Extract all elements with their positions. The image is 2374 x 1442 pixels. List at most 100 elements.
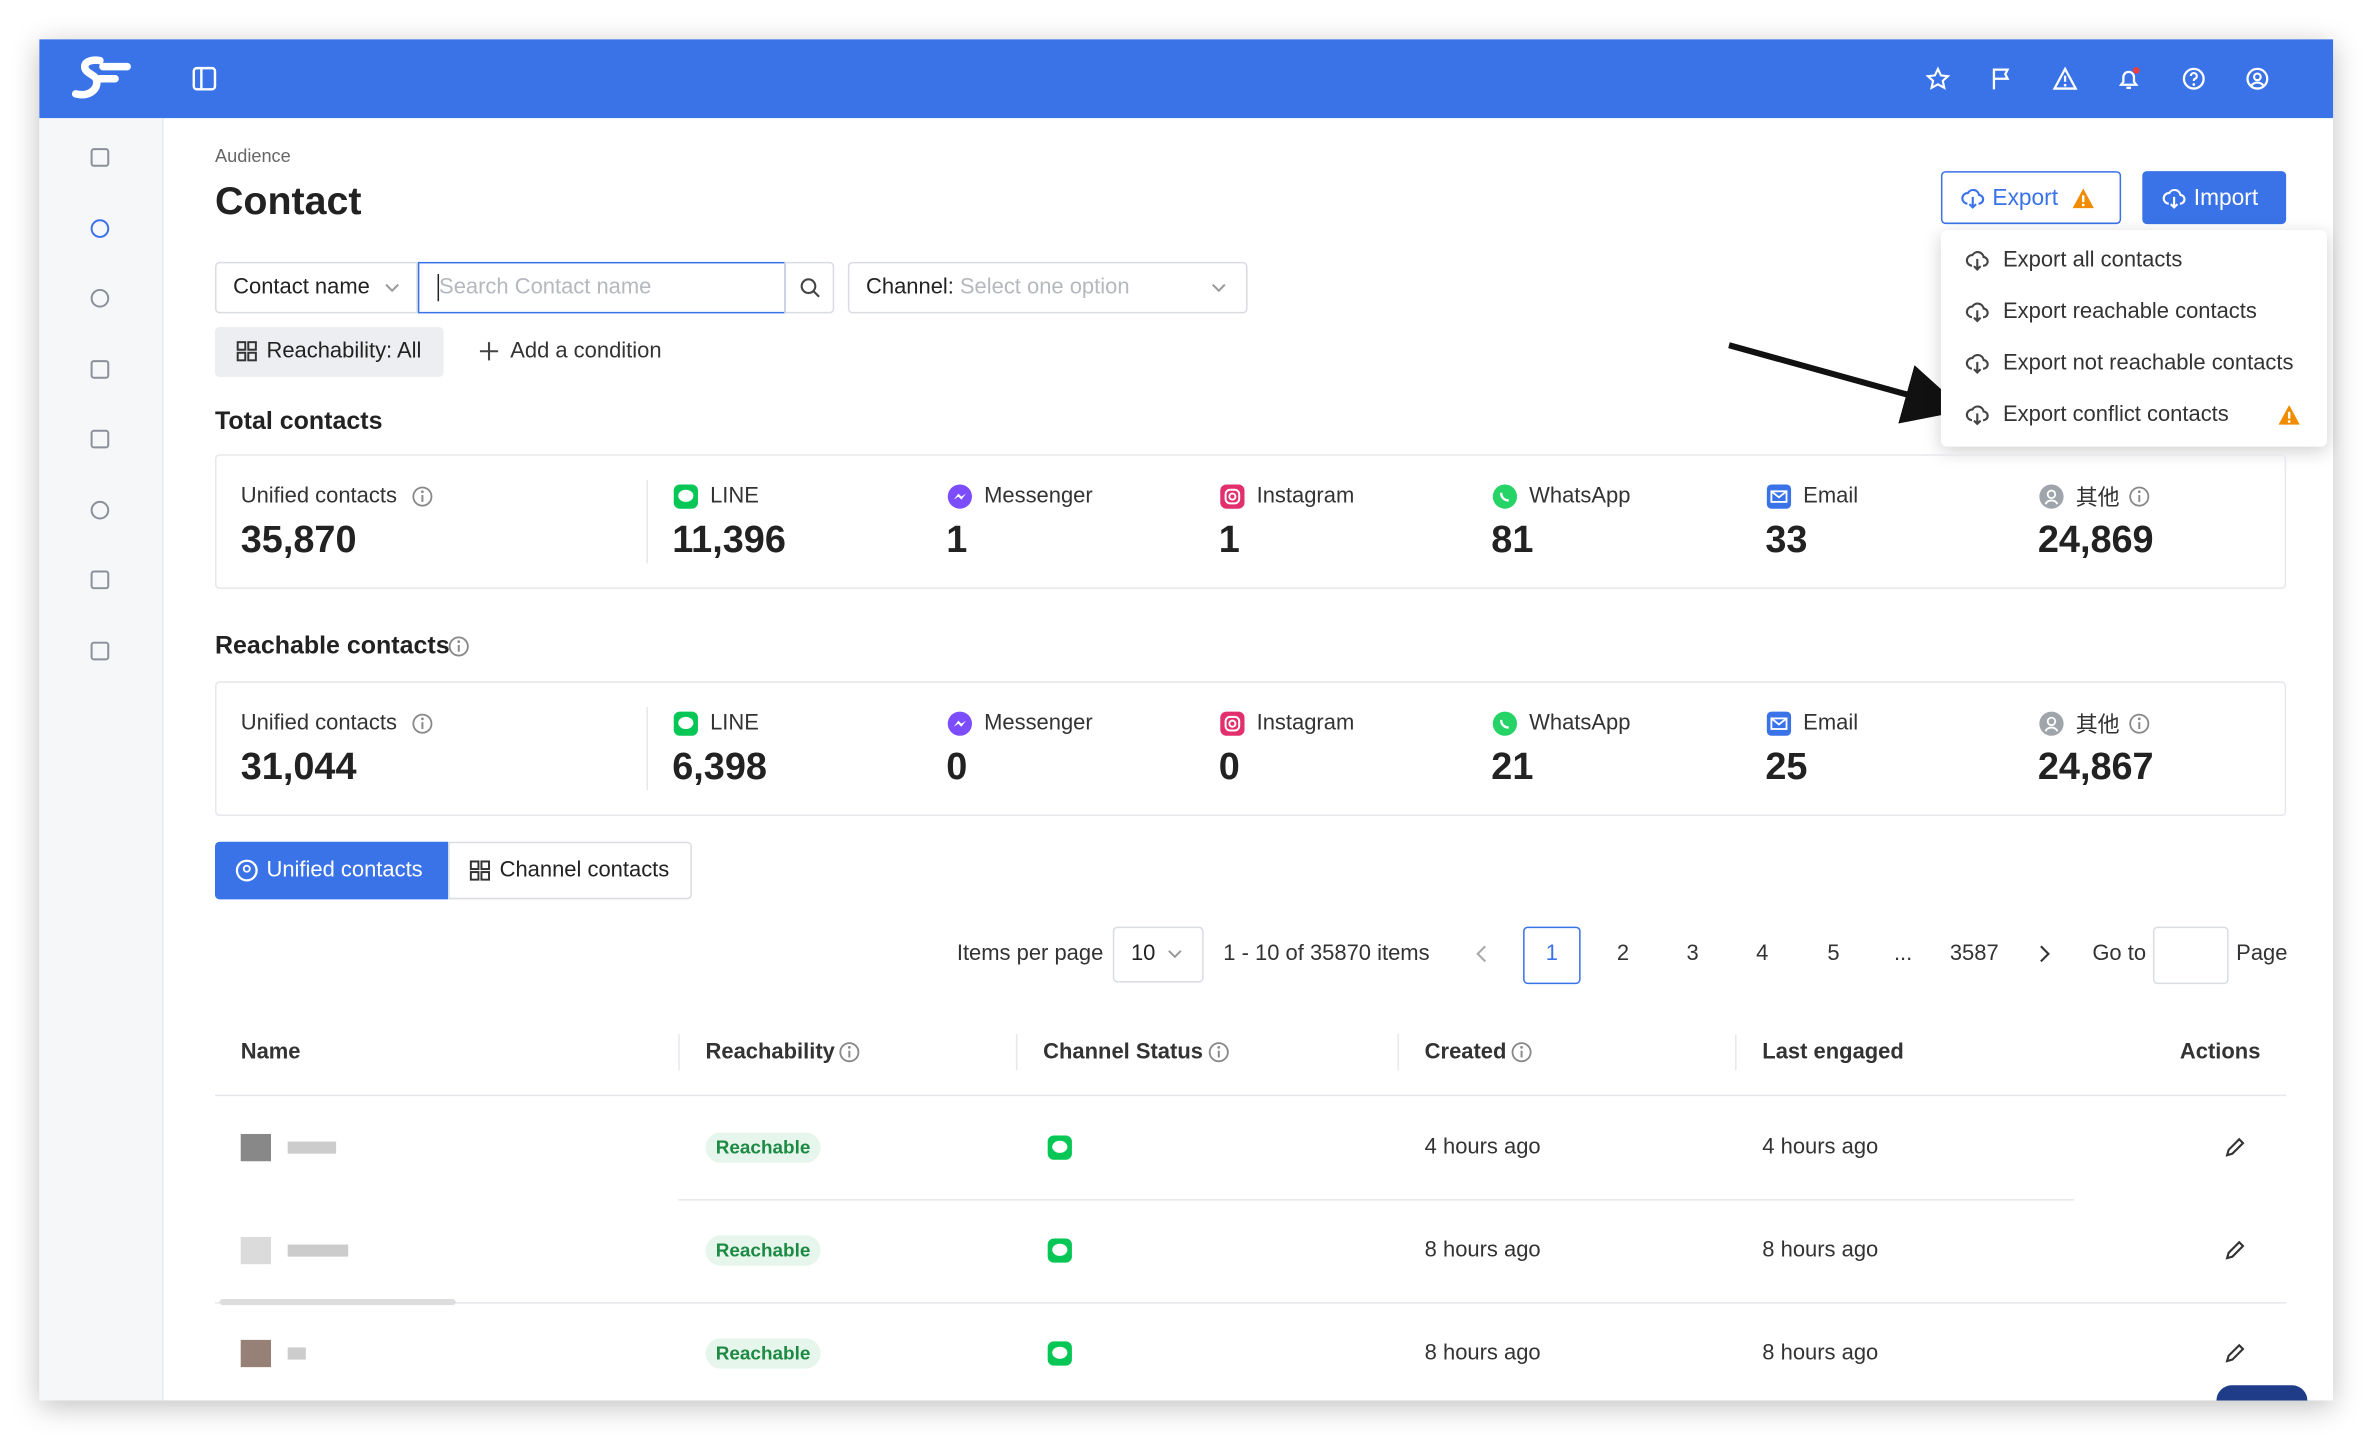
created: 4 hours ago xyxy=(1424,1135,1541,1160)
goto-input[interactable] xyxy=(2152,926,2229,985)
add-condition[interactable]: Add a condition xyxy=(510,339,662,364)
export-menu-item[interactable]: Export reachable contacts xyxy=(2003,299,2257,324)
stat-value: 81 xyxy=(1491,518,1534,561)
stat-value: 31,044 xyxy=(240,745,357,789)
export-menu-item[interactable]: Export all contacts xyxy=(2003,248,2183,273)
sidebar-item[interactable] xyxy=(88,286,112,310)
last-engaged: 4 hours ago xyxy=(1762,1135,1879,1160)
sidebar-item[interactable] xyxy=(88,427,112,451)
line-channel-icon xyxy=(1047,1341,1072,1366)
stat-label: Email xyxy=(1803,711,1859,736)
page-label: Page xyxy=(2236,941,2288,966)
sidebar-item[interactable] xyxy=(88,145,112,169)
download-icon xyxy=(1965,405,1989,426)
download-icon xyxy=(1965,354,1989,374)
channel-icon xyxy=(1766,484,1792,509)
page-link[interactable]: 3587 xyxy=(1949,941,1999,966)
top-bar-icon[interactable] xyxy=(1925,66,1951,91)
export-label[interactable]: Export xyxy=(1992,185,2059,212)
page-title: Contact xyxy=(214,177,362,224)
column-header: Last engaged xyxy=(1762,1040,1904,1065)
channel-select[interactable] xyxy=(847,261,1248,314)
row-separator xyxy=(678,1199,2075,1201)
sidebar-item[interactable] xyxy=(88,217,112,241)
export-menu-item[interactable]: Export not reachable contacts xyxy=(2003,351,2294,376)
prev-page[interactable] xyxy=(1470,942,1494,966)
column-header: Actions xyxy=(2179,1040,2261,1065)
stat-value: 24,869 xyxy=(2037,518,2154,561)
stats-card xyxy=(214,454,2287,589)
section-title: Reachable contacts xyxy=(214,632,450,660)
tab-label[interactable]: Channel contacts xyxy=(499,858,670,883)
edit-button[interactable] xyxy=(2223,1238,2247,1262)
sidebar-item[interactable] xyxy=(88,498,112,522)
page-link[interactable]: 2 xyxy=(1616,941,1630,966)
field-select[interactable] xyxy=(214,261,418,314)
created: 8 hours ago xyxy=(1424,1341,1541,1366)
top-bar-icon[interactable] xyxy=(2117,67,2141,91)
stat-value: 21 xyxy=(1491,745,1534,789)
channel-icon xyxy=(2039,484,2064,509)
import-button[interactable] xyxy=(2142,171,2287,225)
import-label[interactable]: Import xyxy=(2193,185,2259,212)
column-separator xyxy=(1397,1034,1399,1071)
sidebar xyxy=(39,118,164,1401)
channel-icon xyxy=(947,711,972,736)
tab-label[interactable]: Unified contacts xyxy=(266,858,423,883)
next-page[interactable] xyxy=(2032,942,2056,966)
section-title: Total contacts xyxy=(214,408,383,436)
stat-value: 24,867 xyxy=(2037,745,2154,789)
channel-icon xyxy=(1220,711,1245,736)
reachability-text: Reachable xyxy=(715,1137,811,1159)
page-link[interactable]: 4 xyxy=(1756,941,1769,966)
plus-icon[interactable] xyxy=(477,339,501,363)
page-link[interactable]: ... xyxy=(1893,941,1913,966)
export-button[interactable] xyxy=(1940,171,2122,225)
range-label: 1 - 10 of 35870 items xyxy=(1223,941,1430,966)
name-blurred xyxy=(287,1347,306,1360)
info-icon xyxy=(448,636,469,657)
name-blurred xyxy=(287,1244,349,1257)
top-bar-icon[interactable] xyxy=(2052,66,2078,91)
reachability-badge xyxy=(705,1132,821,1163)
info-icon xyxy=(2129,713,2150,734)
page-size-select[interactable] xyxy=(1112,926,1204,983)
page-link[interactable]: 5 xyxy=(1827,941,1840,966)
top-bar-icon[interactable] xyxy=(2182,67,2206,91)
row-separator xyxy=(214,1302,2287,1304)
top-bar-icon[interactable] xyxy=(2245,67,2269,91)
logo xyxy=(71,56,131,99)
page-link[interactable]: 1 xyxy=(1545,941,1558,966)
search-button[interactable] xyxy=(784,261,835,314)
search-icon xyxy=(800,278,820,298)
stat-label: Unified contacts xyxy=(240,711,397,736)
download-icon xyxy=(1965,251,1989,271)
sidebar-toggle[interactable] xyxy=(192,66,217,91)
avatar-blurred xyxy=(240,1236,272,1265)
channel-icon xyxy=(947,484,972,509)
sidebar-item[interactable] xyxy=(88,357,112,381)
column-header: Channel Status xyxy=(1043,1040,1203,1065)
edit-button[interactable] xyxy=(2223,1341,2247,1365)
sidebar-item[interactable] xyxy=(88,568,112,592)
name-blurred xyxy=(287,1141,337,1154)
page-link[interactable]: 3 xyxy=(1686,941,1699,966)
last-engaged: 8 hours ago xyxy=(1762,1341,1879,1366)
edit-button[interactable] xyxy=(2223,1136,2247,1160)
channel-label: Channel: xyxy=(866,275,954,300)
column-separator xyxy=(1735,1034,1737,1071)
sidebar-item[interactable] xyxy=(88,639,112,663)
tab-active[interactable] xyxy=(214,841,449,900)
reachability-badge xyxy=(705,1235,821,1266)
column-header: Name xyxy=(240,1040,301,1065)
chat-bubble[interactable] xyxy=(2216,1385,2308,1401)
search-placeholder: Search Contact name xyxy=(439,275,652,300)
channel-icon xyxy=(1220,484,1245,509)
tab[interactable] xyxy=(448,841,692,900)
info-icon xyxy=(412,486,433,507)
scrollbar xyxy=(219,1299,456,1306)
export-menu-item[interactable]: Export conflict contacts xyxy=(2003,402,2229,427)
top-bar-icon[interactable] xyxy=(1989,67,2013,91)
